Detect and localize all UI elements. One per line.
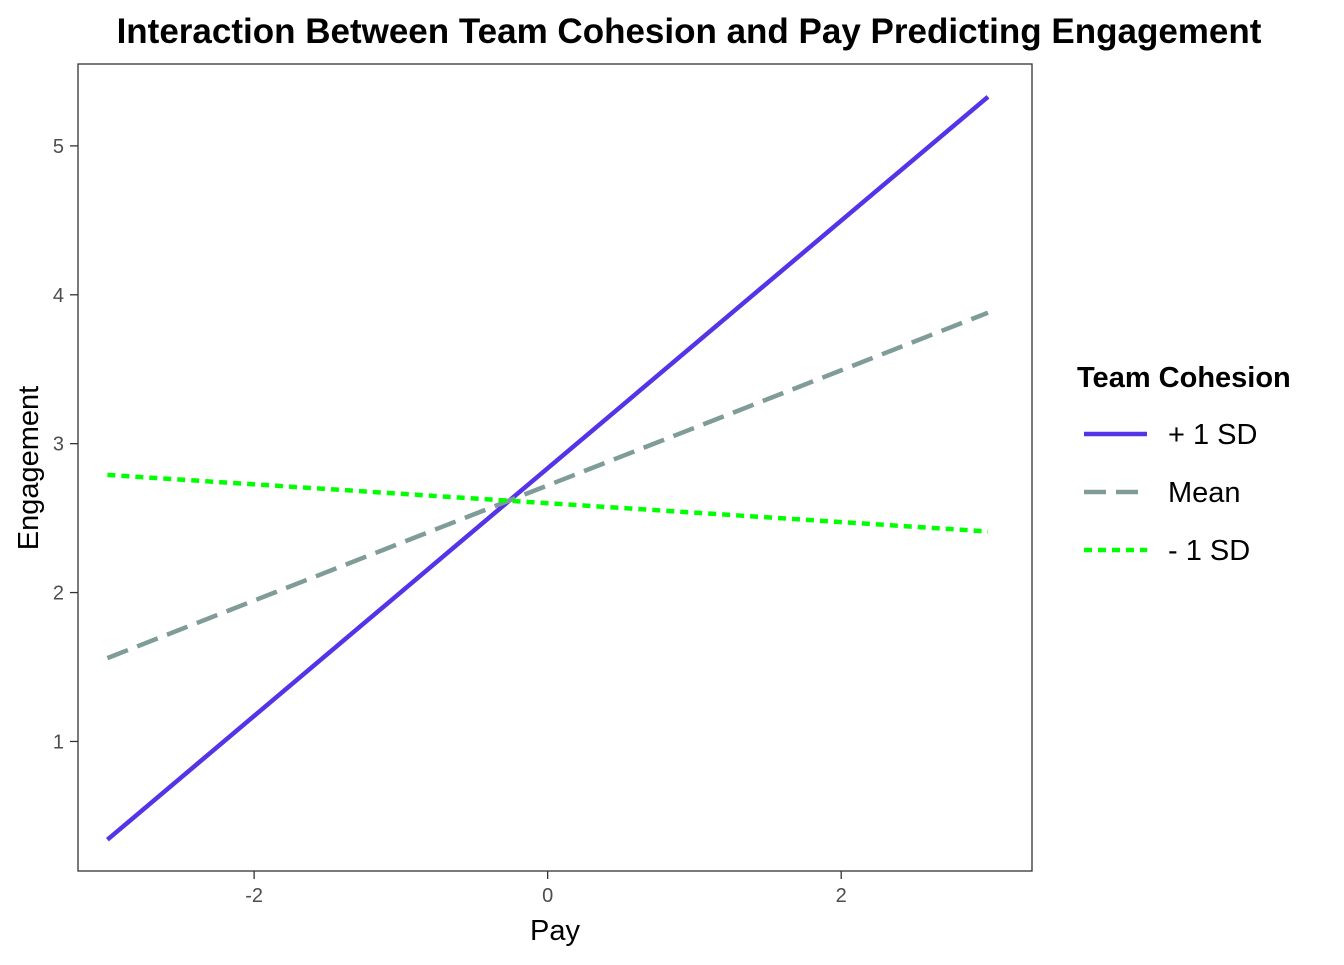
series-line-1 xyxy=(105,95,990,842)
x-axis: -2 0 2 xyxy=(245,871,847,907)
series-line-2 xyxy=(106,310,989,661)
y-axis: 1 2 3 4 5 xyxy=(53,136,78,753)
x-tick-label: 0 xyxy=(542,885,553,907)
legend-label: + 1 SD xyxy=(1168,419,1257,451)
legend-label: - 1 SD xyxy=(1168,535,1250,567)
series-layer xyxy=(105,95,990,842)
chart-title: Interaction Between Team Cohesion and Pa… xyxy=(117,12,1262,51)
legend-item: - 1 SD xyxy=(1084,535,1250,567)
y-tick-label: 5 xyxy=(53,136,64,158)
legend: Team Cohesion + 1 SD Mean - 1 SD xyxy=(1077,362,1291,567)
x-tick-label: -2 xyxy=(245,885,263,907)
legend-item: Mean xyxy=(1084,477,1241,509)
legend-title: Team Cohesion xyxy=(1077,362,1291,394)
x-tick-label: 2 xyxy=(836,885,847,907)
y-tick-label: 4 xyxy=(53,285,64,307)
y-tick-label: 3 xyxy=(53,434,64,456)
y-tick-label: 2 xyxy=(53,583,64,605)
series-line-3 xyxy=(107,472,989,534)
y-tick-label: 1 xyxy=(53,731,64,753)
legend-label: Mean xyxy=(1168,477,1241,509)
y-axis-title: Engagement xyxy=(13,386,45,550)
x-axis-title: Pay xyxy=(530,915,580,947)
legend-items: + 1 SD Mean - 1 SD xyxy=(1084,419,1257,567)
legend-item: + 1 SD xyxy=(1084,419,1257,451)
plot-panel xyxy=(77,63,1033,872)
